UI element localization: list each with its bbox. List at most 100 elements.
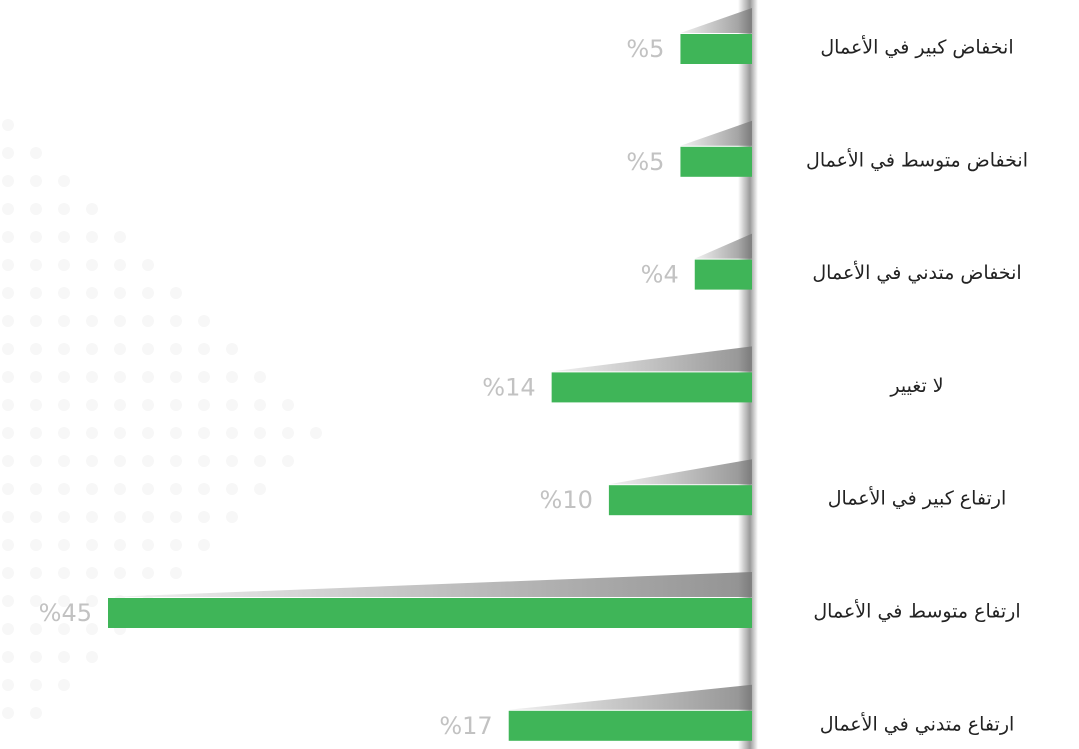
- dot: [30, 539, 42, 551]
- dot: [114, 231, 126, 243]
- dot: [2, 651, 14, 663]
- dot: [226, 371, 238, 383]
- dot: [170, 315, 182, 327]
- dot: [2, 287, 14, 299]
- dot: [58, 595, 70, 607]
- dot: [142, 315, 154, 327]
- dot: [30, 595, 42, 607]
- dot: [30, 315, 42, 327]
- dot: [58, 315, 70, 327]
- dot: [198, 455, 210, 467]
- dot: [86, 371, 98, 383]
- dot: [282, 427, 294, 439]
- dot: [142, 455, 154, 467]
- dot: [30, 707, 42, 719]
- dot: [2, 203, 14, 215]
- dot: [2, 455, 14, 467]
- bar-shade: [680, 8, 752, 33]
- dot: [58, 371, 70, 383]
- dot: [114, 455, 126, 467]
- dot: [170, 483, 182, 495]
- dot: [30, 427, 42, 439]
- dot: [58, 203, 70, 215]
- dot: [2, 427, 14, 439]
- dot: [2, 567, 14, 579]
- dot: [198, 371, 210, 383]
- dot: [2, 175, 14, 187]
- dot: [114, 287, 126, 299]
- bar-shade: [694, 233, 752, 259]
- dot: [226, 427, 238, 439]
- dot: [30, 175, 42, 187]
- dot: [254, 399, 266, 411]
- dot: [310, 427, 322, 439]
- category-label: انخفاض كبير في الأعمال: [820, 36, 1013, 59]
- dot: [86, 259, 98, 271]
- dot: [198, 343, 210, 355]
- category-label: انخفاض متدني في الأعمال: [812, 261, 1021, 284]
- dot: [142, 511, 154, 523]
- value-label: %14: [482, 373, 535, 401]
- bar: [508, 710, 752, 741]
- bar: [608, 485, 752, 516]
- value-label: %10: [540, 486, 593, 514]
- dot: [86, 231, 98, 243]
- dot: [170, 427, 182, 439]
- dot: [58, 259, 70, 271]
- dot: [86, 595, 98, 607]
- dot: [170, 455, 182, 467]
- dot: [58, 539, 70, 551]
- dot: [30, 651, 42, 663]
- dot: [226, 399, 238, 411]
- dot: [2, 623, 14, 635]
- bar-shade: [108, 572, 752, 597]
- dot: [170, 399, 182, 411]
- dot: [2, 371, 14, 383]
- dot: [114, 371, 126, 383]
- dot: [86, 567, 98, 579]
- dot: [58, 679, 70, 691]
- dot: [86, 539, 98, 551]
- dot: [282, 455, 294, 467]
- dot: [58, 231, 70, 243]
- dot: [30, 287, 42, 299]
- dot: [198, 539, 210, 551]
- dot: [86, 511, 98, 523]
- dot: [170, 539, 182, 551]
- dot: [86, 203, 98, 215]
- dot: [114, 483, 126, 495]
- dot: [142, 539, 154, 551]
- dot: [2, 315, 14, 327]
- dot: [2, 707, 14, 719]
- dot: [86, 343, 98, 355]
- dot: [86, 427, 98, 439]
- dot: [114, 343, 126, 355]
- dot: [58, 287, 70, 299]
- dot: [170, 567, 182, 579]
- dot: [30, 567, 42, 579]
- category-label: لا تغيير: [889, 375, 943, 397]
- dot: [226, 483, 238, 495]
- bar: [694, 259, 752, 290]
- dot: [58, 175, 70, 187]
- dot: [198, 427, 210, 439]
- dot: [198, 315, 210, 327]
- dot: [86, 287, 98, 299]
- dot: [86, 623, 98, 635]
- bar: [108, 598, 752, 628]
- dot: [254, 455, 266, 467]
- category-label: انخفاض متوسط في الأعمال: [806, 148, 1028, 171]
- dot: [254, 371, 266, 383]
- value-label: %5: [626, 148, 664, 176]
- dot: [86, 399, 98, 411]
- dot: [170, 371, 182, 383]
- dot: [114, 259, 126, 271]
- dot: [170, 287, 182, 299]
- dot: [114, 511, 126, 523]
- dot: [30, 623, 42, 635]
- dot: [226, 455, 238, 467]
- dot: [142, 259, 154, 271]
- dot: [198, 399, 210, 411]
- dot: [282, 399, 294, 411]
